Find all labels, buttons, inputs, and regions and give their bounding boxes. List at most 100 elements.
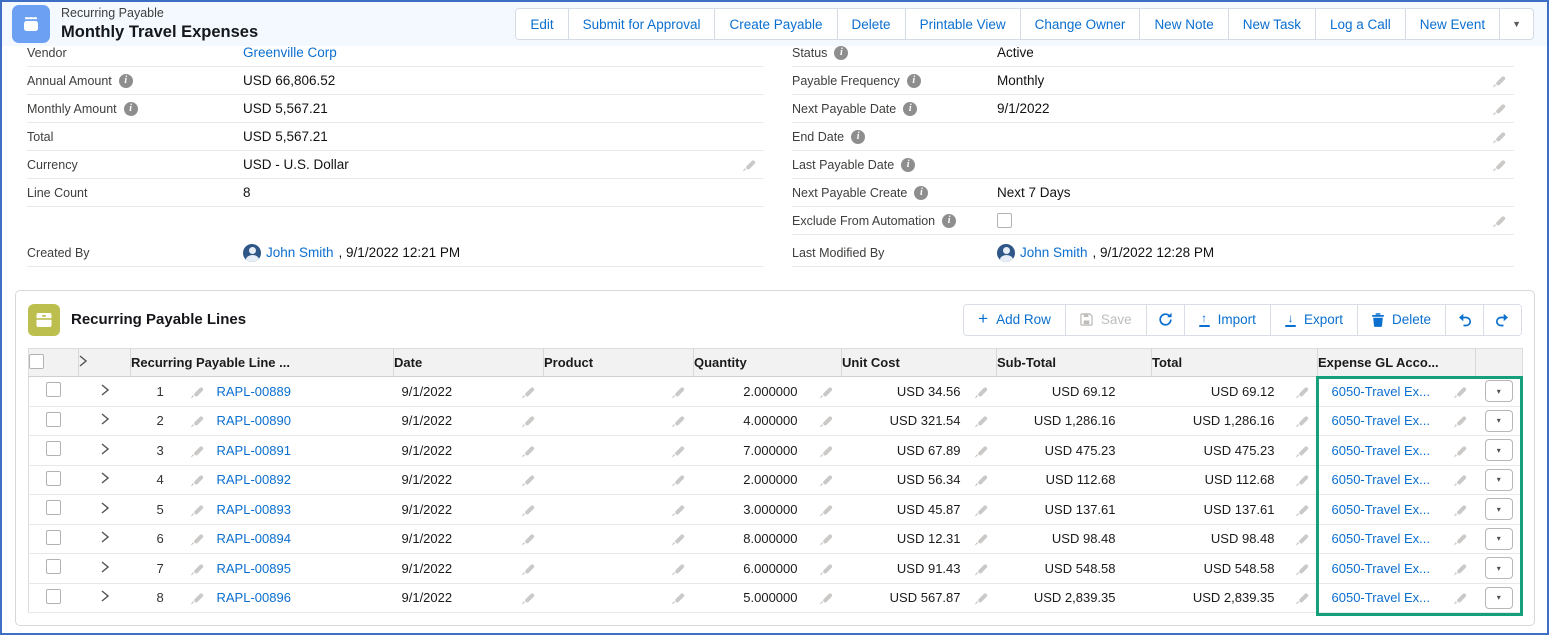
row-expand-chevron-icon[interactable] [101,443,109,455]
edit-pencil-icon[interactable] [516,533,544,544]
edit-pencil-icon[interactable] [181,533,217,544]
line-record-link[interactable]: RAPL-00894 [216,531,291,547]
line-record-link[interactable]: RAPL-00895 [216,560,291,576]
row-checkbox[interactable] [46,470,62,486]
row-checkbox[interactable] [46,382,62,398]
header-action-button[interactable]: Log a Call [1316,9,1406,39]
info-icon[interactable]: i [901,157,916,172]
edit-pencil-icon[interactable] [181,504,217,515]
edit-pencil-icon[interactable] [181,592,217,603]
header-action-button[interactable]: Submit for Approval [568,9,716,39]
column-header-date[interactable]: Date [393,348,544,377]
row-expand-chevron-icon[interactable] [101,561,109,573]
undo-button[interactable] [1446,304,1484,335]
column-header-sub-total[interactable]: Sub-Total [996,348,1152,377]
edit-pencil-icon[interactable] [1448,415,1476,426]
edit-pencil-icon[interactable] [814,386,842,397]
edit-pencil-icon[interactable] [516,504,544,515]
edit-pencil-icon[interactable] [666,563,694,574]
edit-pencil-icon[interactable] [666,592,694,603]
row-checkbox[interactable] [46,559,62,575]
edit-pencil-icon[interactable] [1290,533,1318,544]
expense-gl-account-link[interactable]: 6050-Travel Ex... [1331,560,1431,576]
edit-pencil-icon[interactable] [516,563,544,574]
edit-pencil-icon[interactable] [666,415,694,426]
edit-pencil-icon[interactable] [736,159,764,170]
column-header-line-name[interactable]: Recurring Payable Line ... [130,348,394,377]
edit-pencil-icon[interactable] [666,504,694,515]
row-expand-chevron-icon[interactable] [101,590,109,602]
column-header-total[interactable]: Total [1151,348,1318,377]
header-action-button[interactable]: Change Owner [1020,9,1141,39]
edit-pencil-icon[interactable] [969,504,997,515]
info-icon[interactable]: i [834,46,849,60]
line-record-link[interactable]: RAPL-00893 [216,501,291,517]
info-icon[interactable]: i [123,101,138,116]
edit-pencil-icon[interactable] [1448,592,1476,603]
more-actions-dropdown-button[interactable]: ▼ [1500,9,1533,39]
edit-pencil-icon[interactable] [516,415,544,426]
edit-pencil-icon[interactable] [516,386,544,397]
row-actions-dropdown-button[interactable]: ▾ [1484,439,1513,462]
info-icon[interactable]: i [903,101,918,116]
row-checkbox[interactable] [46,411,62,427]
row-actions-dropdown-button[interactable]: ▾ [1484,468,1513,491]
edit-pencil-icon[interactable] [1290,415,1318,426]
row-checkbox[interactable] [46,500,62,516]
edit-pencil-icon[interactable] [516,445,544,456]
line-record-link[interactable]: RAPL-00896 [216,590,291,606]
edit-pencil-icon[interactable] [1448,504,1476,515]
edit-pencil-icon[interactable] [969,592,997,603]
edit-pencil-icon[interactable] [969,563,997,574]
edit-pencil-icon[interactable] [969,415,997,426]
edit-pencil-icon[interactable] [1486,131,1514,142]
save-button[interactable]: Save [1065,304,1147,335]
edit-pencil-icon[interactable] [969,474,997,485]
edit-pencil-icon[interactable] [666,533,694,544]
line-record-link[interactable]: RAPL-00890 [216,413,291,429]
row-expand-chevron-icon[interactable] [101,413,109,425]
edit-pencil-icon[interactable] [1290,592,1318,603]
header-action-button[interactable]: New Task [1228,9,1316,39]
add-row-button[interactable]: + Add Row [964,304,1066,335]
row-actions-dropdown-button[interactable]: ▾ [1484,586,1513,609]
edit-pencil-icon[interactable] [1486,75,1514,86]
edit-pencil-icon[interactable] [1486,103,1514,114]
edit-pencil-icon[interactable] [814,415,842,426]
edit-pencil-icon[interactable] [969,386,997,397]
edit-pencil-icon[interactable] [1290,445,1318,456]
edit-pencil-icon[interactable] [181,415,217,426]
expense-gl-account-link[interactable]: 6050-Travel Ex... [1331,590,1431,606]
expense-gl-account-link[interactable]: 6050-Travel Ex... [1331,501,1431,517]
row-expand-chevron-icon[interactable] [101,502,109,514]
edit-pencil-icon[interactable] [516,474,544,485]
edit-pencil-icon[interactable] [666,474,694,485]
last-modified-by-user-link[interactable]: John Smith [1020,245,1088,260]
edit-pencil-icon[interactable] [516,592,544,603]
edit-pencil-icon[interactable] [1448,445,1476,456]
column-header-unit-cost[interactable]: Unit Cost [841,348,997,377]
expense-gl-account-link[interactable]: 6050-Travel Ex... [1331,442,1431,458]
redo-button[interactable] [1484,304,1521,335]
row-actions-dropdown-button[interactable]: ▾ [1484,557,1513,580]
line-record-link[interactable]: RAPL-00891 [216,442,291,458]
row-expand-chevron-icon[interactable] [101,384,109,396]
info-icon[interactable]: i [914,185,929,200]
column-header-expense-gl[interactable]: Expense GL Acco... [1317,348,1476,377]
edit-pencil-icon[interactable] [969,445,997,456]
header-action-button[interactable]: Printable View [905,9,1021,39]
row-checkbox[interactable] [46,529,62,545]
edit-pencil-icon[interactable] [1486,159,1514,170]
info-icon[interactable]: i [851,129,866,144]
edit-pencil-icon[interactable] [666,445,694,456]
row-actions-dropdown-button[interactable]: ▾ [1484,527,1513,550]
row-checkbox[interactable] [46,588,62,604]
expense-gl-account-link[interactable]: 6050-Travel Ex... [1331,383,1431,399]
refresh-button[interactable] [1146,304,1185,335]
edit-pencil-icon[interactable] [181,563,217,574]
edit-pencil-icon[interactable] [814,504,842,515]
edit-pencil-icon[interactable] [1448,533,1476,544]
row-actions-dropdown-button[interactable]: ▾ [1484,409,1513,432]
edit-pencil-icon[interactable] [181,386,217,397]
edit-pencil-icon[interactable] [969,533,997,544]
